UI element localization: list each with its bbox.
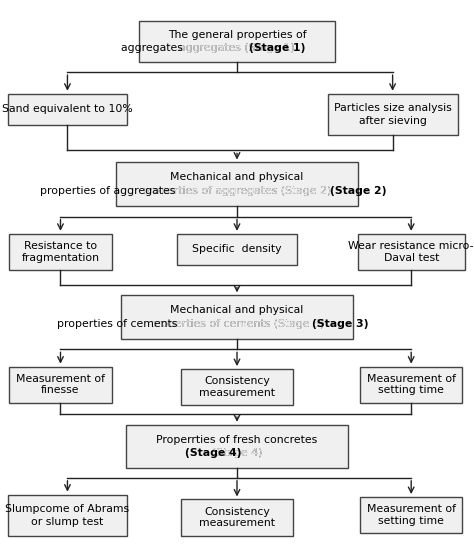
FancyBboxPatch shape: [360, 367, 462, 403]
FancyBboxPatch shape: [328, 94, 457, 135]
Text: or slump test: or slump test: [31, 517, 104, 527]
Text: Mechanical and physical: Mechanical and physical: [170, 305, 304, 315]
Text: fragmentation: fragmentation: [21, 253, 100, 263]
Text: Daval test: Daval test: [383, 253, 439, 263]
Text: aggregates (Stage 1): aggregates (Stage 1): [179, 43, 295, 54]
Text: setting time: setting time: [378, 516, 444, 526]
Text: Sand equivalent to 10%: Sand equivalent to 10%: [2, 104, 133, 114]
FancyBboxPatch shape: [177, 233, 297, 265]
Text: Slumpcome of Abrams: Slumpcome of Abrams: [5, 503, 129, 513]
Text: Wear resistance micro-: Wear resistance micro-: [348, 241, 474, 251]
Text: properties of cements (Stage 3): properties of cements (Stage 3): [150, 319, 324, 329]
FancyBboxPatch shape: [116, 162, 358, 206]
FancyBboxPatch shape: [181, 500, 293, 535]
Text: Mechanical and physical: Mechanical and physical: [170, 172, 304, 182]
Text: Specific  density: Specific density: [192, 245, 282, 254]
Text: Measurement of: Measurement of: [367, 374, 456, 384]
Text: The general properties of: The general properties of: [168, 30, 306, 40]
Text: (Stage 4): (Stage 4): [185, 448, 241, 459]
FancyBboxPatch shape: [181, 369, 293, 405]
FancyBboxPatch shape: [139, 21, 335, 62]
Text: (Stage 1): (Stage 1): [248, 43, 305, 54]
FancyBboxPatch shape: [9, 367, 111, 403]
FancyBboxPatch shape: [121, 295, 353, 339]
Text: measurement: measurement: [199, 518, 275, 528]
Text: properties of aggregates (Stage 2): properties of aggregates (Stage 2): [142, 186, 332, 196]
Text: aggregates (Stage 1): aggregates (Stage 1): [179, 43, 295, 54]
FancyBboxPatch shape: [8, 94, 127, 125]
Text: Measurement of: Measurement of: [367, 505, 456, 514]
Text: Consistency: Consistency: [204, 507, 270, 517]
Text: (Stage 2): (Stage 2): [330, 186, 386, 196]
Text: finesse: finesse: [41, 385, 80, 395]
Text: aggregates: aggregates: [121, 43, 186, 54]
Text: Particles size analysis: Particles size analysis: [334, 103, 452, 113]
Text: (Stage 3): (Stage 3): [312, 319, 369, 329]
FancyBboxPatch shape: [360, 497, 462, 533]
Text: properties of cements: properties of cements: [57, 319, 181, 329]
FancyBboxPatch shape: [8, 495, 127, 535]
Text: setting time: setting time: [378, 385, 444, 395]
FancyBboxPatch shape: [358, 233, 465, 270]
Text: properties of aggregates (Stage 2): properties of aggregates (Stage 2): [142, 186, 332, 196]
FancyBboxPatch shape: [9, 233, 111, 270]
Text: after sieving: after sieving: [359, 116, 427, 126]
Text: properties of aggregates: properties of aggregates: [40, 186, 179, 196]
FancyBboxPatch shape: [126, 425, 348, 468]
Text: Measurement of: Measurement of: [16, 374, 105, 384]
Text: Properrties of fresh concretes: Properrties of fresh concretes: [156, 434, 318, 444]
Text: measurement: measurement: [199, 388, 275, 398]
Text: (Stage 4): (Stage 4): [212, 448, 262, 459]
Text: properties of cements (Stage 3): properties of cements (Stage 3): [150, 319, 324, 329]
Text: Consistency: Consistency: [204, 376, 270, 386]
Text: Resistance to: Resistance to: [24, 241, 97, 251]
Text: (Stage 4): (Stage 4): [212, 448, 262, 459]
